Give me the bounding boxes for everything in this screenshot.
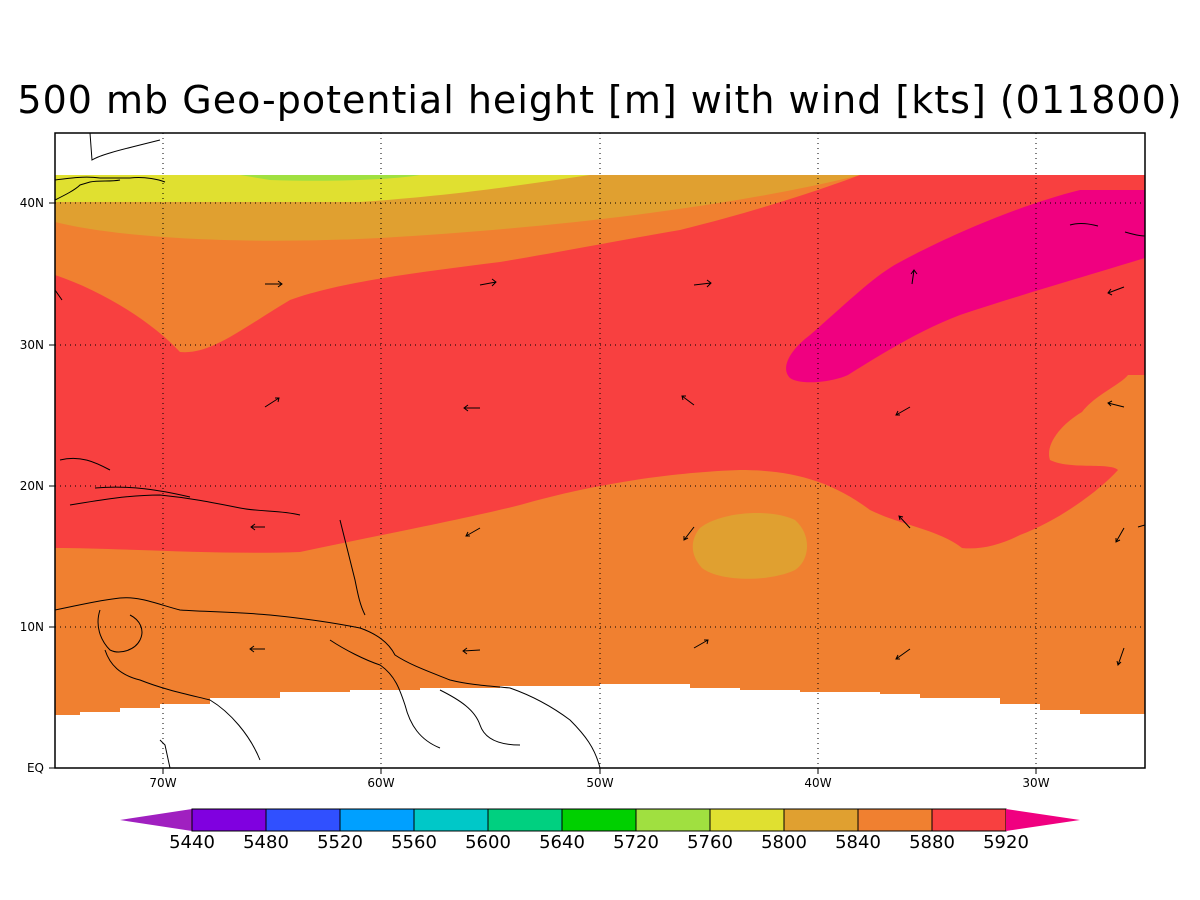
colorbar-swatch bbox=[783, 808, 859, 832]
wind-vectors bbox=[55, 269, 1145, 666]
wind-arrow bbox=[250, 523, 265, 531]
lon-label-60w: 60W bbox=[367, 776, 395, 790]
colorbar-swatch bbox=[413, 808, 489, 832]
lon-label-70w: 70W bbox=[149, 776, 177, 790]
colorbar-label: 5480 bbox=[243, 832, 289, 853]
wind-arrow bbox=[898, 515, 911, 529]
band-5800 bbox=[55, 175, 590, 202]
height-field bbox=[55, 133, 1145, 768]
colorbar-swatch bbox=[191, 808, 267, 832]
wind-arrow bbox=[462, 647, 481, 655]
band-5760 bbox=[240, 175, 420, 181]
colorbar-label: 5600 bbox=[465, 832, 511, 853]
colorbar-swatch bbox=[709, 808, 785, 832]
wind-arrow bbox=[465, 527, 481, 537]
colorbar-swatch bbox=[931, 808, 1007, 832]
axis-ticks bbox=[49, 202, 1037, 774]
colorbar-label: 5880 bbox=[909, 832, 955, 853]
wind-arrow bbox=[1116, 647, 1125, 666]
colorbar-right-arrow bbox=[1006, 809, 1080, 831]
wind-arrow bbox=[264, 397, 280, 408]
wind-arrow bbox=[249, 645, 265, 653]
colorbar-swatch bbox=[857, 808, 933, 832]
lat-label-10n: 10N bbox=[19, 620, 44, 634]
wind-arrow bbox=[463, 404, 480, 412]
wind-arrow bbox=[910, 269, 918, 285]
colorbar-swatch bbox=[635, 808, 711, 832]
colorbar-label: 5800 bbox=[761, 832, 807, 853]
wind-arrow bbox=[895, 648, 911, 660]
colorbar-label: 5520 bbox=[317, 832, 363, 853]
colorbar-label: 5840 bbox=[835, 832, 881, 853]
wind-arrow bbox=[693, 639, 709, 649]
colorbar-left-arrow bbox=[120, 809, 192, 831]
colorbar-swatch bbox=[561, 808, 637, 832]
missing-data-region bbox=[55, 684, 1145, 768]
wind-arrow bbox=[1107, 400, 1125, 408]
lon-label-50w: 50W bbox=[586, 776, 614, 790]
coastlines bbox=[55, 133, 1145, 768]
lon-label-40w: 40W bbox=[804, 776, 832, 790]
colorbar-swatch bbox=[265, 808, 341, 832]
lat-label-eq: EQ bbox=[26, 761, 44, 775]
band-5960 bbox=[786, 190, 1145, 383]
wind-arrow bbox=[1115, 527, 1125, 543]
wind-arrow bbox=[1107, 286, 1125, 296]
colorbar-label: 5920 bbox=[983, 832, 1029, 853]
lon-label-30w: 30W bbox=[1022, 776, 1050, 790]
band-5840-blob bbox=[692, 513, 808, 579]
colorbar-swatch bbox=[487, 808, 563, 832]
colorbar-label: 5640 bbox=[539, 832, 585, 853]
wind-arrow bbox=[895, 406, 911, 416]
wind-arrow bbox=[55, 289, 63, 301]
colorbar-label: 5760 bbox=[687, 832, 733, 853]
lat-label-40n: 40N bbox=[19, 196, 44, 210]
wind-arrow bbox=[681, 395, 695, 406]
wind-arrow bbox=[683, 526, 695, 541]
lat-label-30n: 30N bbox=[19, 338, 44, 352]
graticule bbox=[55, 133, 1145, 768]
wind-arrow bbox=[265, 280, 283, 288]
colorbar bbox=[120, 808, 1080, 832]
wind-arrow bbox=[479, 278, 497, 287]
lat-label-20n: 20N bbox=[19, 479, 44, 493]
colorbar-label: 5720 bbox=[613, 832, 659, 853]
colorbar-label: 5440 bbox=[169, 832, 215, 853]
map-title: 500 mb Geo-potential height [m] with win… bbox=[17, 78, 1183, 122]
wind-arrow bbox=[1137, 524, 1145, 528]
wind-arrow bbox=[693, 279, 712, 288]
colorbar-swatch bbox=[339, 808, 415, 832]
colorbar-label: 5560 bbox=[391, 832, 437, 853]
